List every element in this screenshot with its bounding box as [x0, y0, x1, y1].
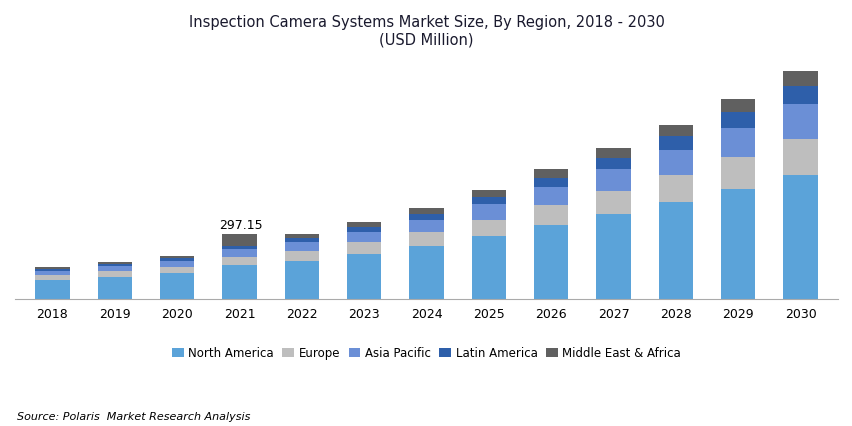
Bar: [97, 271, 132, 277]
Bar: [533, 178, 567, 187]
Bar: [285, 242, 319, 251]
Bar: [160, 258, 194, 261]
Bar: [285, 251, 319, 261]
Bar: [720, 157, 755, 189]
Bar: [658, 175, 692, 202]
Bar: [222, 250, 256, 256]
Bar: [35, 269, 70, 271]
Bar: [35, 271, 70, 275]
Bar: [97, 264, 132, 266]
Bar: [222, 256, 256, 265]
Bar: [35, 275, 70, 280]
Bar: [720, 189, 755, 299]
Bar: [471, 219, 505, 236]
Bar: [533, 170, 567, 178]
Bar: [596, 169, 630, 191]
Bar: [409, 208, 443, 213]
Bar: [347, 254, 381, 299]
Bar: [533, 205, 567, 225]
Bar: [347, 232, 381, 242]
Bar: [471, 204, 505, 219]
Bar: [658, 202, 692, 299]
Bar: [97, 277, 132, 299]
Bar: [347, 222, 381, 227]
Bar: [347, 242, 381, 254]
Bar: [222, 265, 256, 299]
Bar: [533, 225, 567, 299]
Title: Inspection Camera Systems Market Size, By Region, 2018 - 2030
(USD Million): Inspection Camera Systems Market Size, B…: [188, 15, 664, 47]
Legend: North America, Europe, Asia Pacific, Latin America, Middle East & Africa: North America, Europe, Asia Pacific, Lat…: [167, 342, 685, 364]
Bar: [533, 187, 567, 205]
Bar: [720, 112, 755, 127]
Bar: [160, 256, 194, 258]
Bar: [285, 234, 319, 238]
Bar: [160, 273, 194, 299]
Bar: [160, 261, 194, 267]
Bar: [720, 99, 755, 112]
Bar: [596, 214, 630, 299]
Bar: [782, 71, 817, 86]
Bar: [782, 138, 817, 175]
Bar: [782, 86, 817, 104]
Bar: [471, 236, 505, 299]
Bar: [658, 136, 692, 150]
Bar: [160, 267, 194, 273]
Bar: [222, 246, 256, 250]
Bar: [222, 233, 256, 246]
Bar: [596, 158, 630, 169]
Bar: [35, 267, 70, 269]
Bar: [409, 213, 443, 220]
Bar: [658, 125, 692, 136]
Bar: [782, 104, 817, 138]
Bar: [596, 148, 630, 158]
Bar: [97, 262, 132, 264]
Bar: [782, 175, 817, 299]
Bar: [471, 190, 505, 197]
Bar: [409, 220, 443, 233]
Text: Source: Polaris  Market Research Analysis: Source: Polaris Market Research Analysis: [17, 412, 250, 422]
Bar: [409, 233, 443, 246]
Bar: [285, 238, 319, 242]
Bar: [658, 150, 692, 175]
Bar: [471, 197, 505, 204]
Bar: [35, 280, 70, 299]
Bar: [720, 127, 755, 157]
Bar: [409, 246, 443, 299]
Bar: [97, 266, 132, 271]
Bar: [285, 261, 319, 299]
Text: 297.15: 297.15: [219, 219, 262, 232]
Bar: [347, 227, 381, 232]
Bar: [596, 191, 630, 214]
